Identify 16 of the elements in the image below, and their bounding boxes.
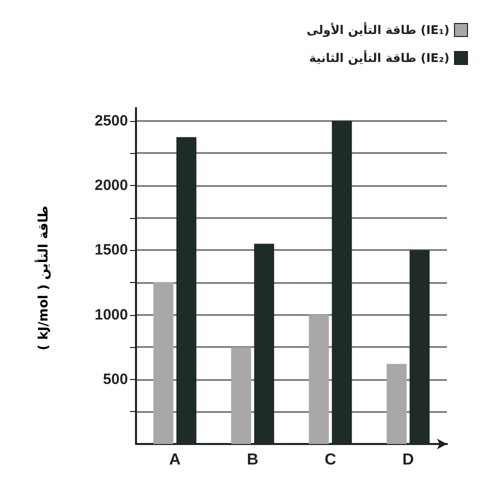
x-tick-label: A [169, 452, 182, 468]
bar [153, 282, 174, 444]
x-tick-label: D [402, 452, 414, 468]
bar [308, 314, 329, 444]
x-tick-label: B [246, 452, 258, 468]
legend-label: طاقة التأين الأولى (IE₁) [306, 22, 450, 37]
bar [386, 364, 407, 444]
bar [231, 347, 252, 444]
y-tick-label: 1500 [94, 242, 128, 259]
y-axis-title: طاقة التأين ( kJ/mol ) [36, 206, 52, 350]
y-tick-label: 1000 [94, 306, 128, 324]
legend-label: طاقة التأين الثانية (IE₂) [309, 50, 450, 65]
x-tick-label: C [324, 452, 337, 468]
y-tick-label: 500 [102, 370, 128, 388]
y-tick-label: 2000 [94, 177, 128, 194]
y-tick-label: 2500 [94, 112, 128, 130]
